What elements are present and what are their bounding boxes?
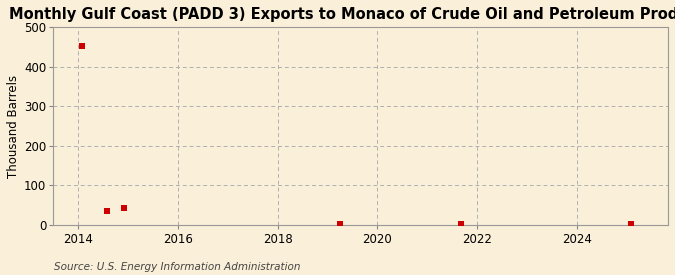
Point: [119, 206, 130, 210]
Title: Monthly Gulf Coast (PADD 3) Exports to Monaco of Crude Oil and Petroleum Product: Monthly Gulf Coast (PADD 3) Exports to M…: [9, 7, 675, 22]
Y-axis label: Thousand Barrels: Thousand Barrels: [7, 75, 20, 178]
Point: [455, 222, 466, 227]
Point: [77, 44, 88, 48]
Point: [335, 222, 346, 227]
Point: [102, 208, 113, 213]
Text: Source: U.S. Energy Information Administration: Source: U.S. Energy Information Administ…: [54, 262, 300, 272]
Point: [625, 222, 636, 227]
